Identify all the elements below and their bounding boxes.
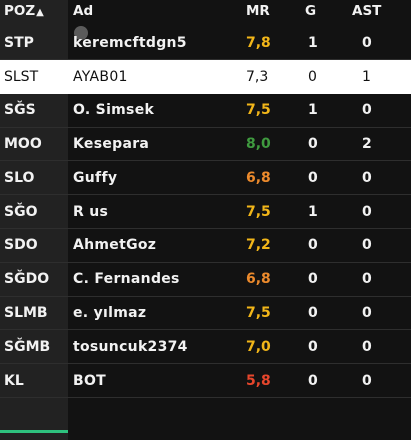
player-name: keremcftdgn5 xyxy=(73,34,187,51)
player-goals: 0 xyxy=(308,338,318,355)
player-assists: 0 xyxy=(362,102,372,119)
player-position: SLMB xyxy=(4,304,48,321)
player-name: tosuncuk2374 xyxy=(73,338,188,355)
header-assists[interactable]: AST xyxy=(352,3,382,19)
player-goals: 0 xyxy=(308,68,317,85)
player-assists: 0 xyxy=(362,34,372,51)
player-goals: 0 xyxy=(308,135,318,152)
header-name[interactable]: Ad xyxy=(73,3,94,19)
player-position: SĞDO xyxy=(4,271,50,288)
table-row[interactable]: SDO AhmetGoz 7,2 0 0 xyxy=(0,229,411,263)
player-name: R us xyxy=(73,203,109,220)
player-goals: 1 xyxy=(308,203,318,220)
player-match-rating: 7,3 xyxy=(246,68,269,85)
player-match-rating: 7,0 xyxy=(246,338,271,355)
player-position: SĞMB xyxy=(4,338,51,355)
player-name: Guffy xyxy=(73,169,118,186)
table-row[interactable]: SLMB e. yılmaz 7,5 0 0 xyxy=(0,296,411,331)
player-match-rating: 6,8 xyxy=(246,271,271,288)
player-position: SĞS xyxy=(4,102,36,119)
header-match-rating[interactable]: MR xyxy=(246,3,270,19)
table-row[interactable]: SĞDO C. Fernandes 6,8 0 0 xyxy=(0,263,411,297)
player-match-rating: 7,2 xyxy=(246,237,271,254)
player-goals: 0 xyxy=(308,169,318,186)
table-header: POZ▲ Ad MR G AST xyxy=(0,0,411,26)
player-name: BOT xyxy=(73,372,107,389)
player-position: KL xyxy=(4,372,24,389)
player-assists: 0 xyxy=(362,237,372,254)
table-row[interactable]: SLST AYAB01 7,3 0 1 xyxy=(0,59,411,94)
player-name: O. Simsek xyxy=(73,102,155,119)
header-position[interactable]: POZ▲ xyxy=(4,3,44,19)
player-match-rating: 5,8 xyxy=(246,372,271,389)
table-row[interactable]: MOO Kesepara 8,0 0 2 xyxy=(0,127,411,162)
player-name: Kesepara xyxy=(73,135,150,152)
player-name: C. Fernandes xyxy=(73,271,180,288)
table-row[interactable]: SĞMB tosuncuk2374 7,0 0 0 xyxy=(0,330,411,365)
table-row[interactable]: SĞO R us 7,5 1 0 xyxy=(0,195,411,229)
table-row[interactable]: KL BOT 5,8 0 0 xyxy=(0,364,411,398)
player-goals: 1 xyxy=(308,34,318,51)
player-name: AhmetGoz xyxy=(73,237,157,254)
player-name: e. yılmaz xyxy=(73,304,147,321)
player-position: SĞO xyxy=(4,203,38,220)
player-match-rating: 7,5 xyxy=(246,102,271,119)
player-assists: 0 xyxy=(362,372,372,389)
avatar xyxy=(74,26,88,40)
sort-ascending-icon: ▲ xyxy=(36,7,44,18)
player-assists: 0 xyxy=(362,304,372,321)
player-match-rating: 7,8 xyxy=(246,34,271,51)
table-row[interactable]: SLO Guffy 6,8 0 0 xyxy=(0,161,411,196)
player-assists: 1 xyxy=(362,68,371,85)
header-goals[interactable]: G xyxy=(305,3,317,19)
player-assists: 0 xyxy=(362,271,372,288)
player-goals: 0 xyxy=(308,271,318,288)
player-name: AYAB01 xyxy=(73,68,128,85)
player-position: SLST xyxy=(4,68,39,85)
player-position: MOO xyxy=(4,135,42,152)
player-assists: 0 xyxy=(362,203,372,220)
header-position-label: POZ xyxy=(4,3,36,19)
player-position: SLO xyxy=(4,169,35,186)
player-goals: 1 xyxy=(308,102,318,119)
player-match-rating: 7,5 xyxy=(246,304,271,321)
position-column-indicator xyxy=(0,430,68,433)
player-match-rating: 6,8 xyxy=(246,169,271,186)
player-goals: 0 xyxy=(308,237,318,254)
player-goals: 0 xyxy=(308,304,318,321)
table-row[interactable]: STP keremcftdgn5 7,8 1 0 xyxy=(0,26,411,60)
player-assists: 0 xyxy=(362,169,372,186)
player-position: SDO xyxy=(4,237,38,254)
player-assists: 0 xyxy=(362,338,372,355)
table-row[interactable]: SĞS O. Simsek 7,5 1 0 xyxy=(0,94,411,128)
player-match-rating: 7,5 xyxy=(246,203,271,220)
player-goals: 0 xyxy=(308,372,318,389)
player-position: STP xyxy=(4,34,34,51)
player-match-rating: 8,0 xyxy=(246,135,271,152)
player-assists: 2 xyxy=(362,135,372,152)
